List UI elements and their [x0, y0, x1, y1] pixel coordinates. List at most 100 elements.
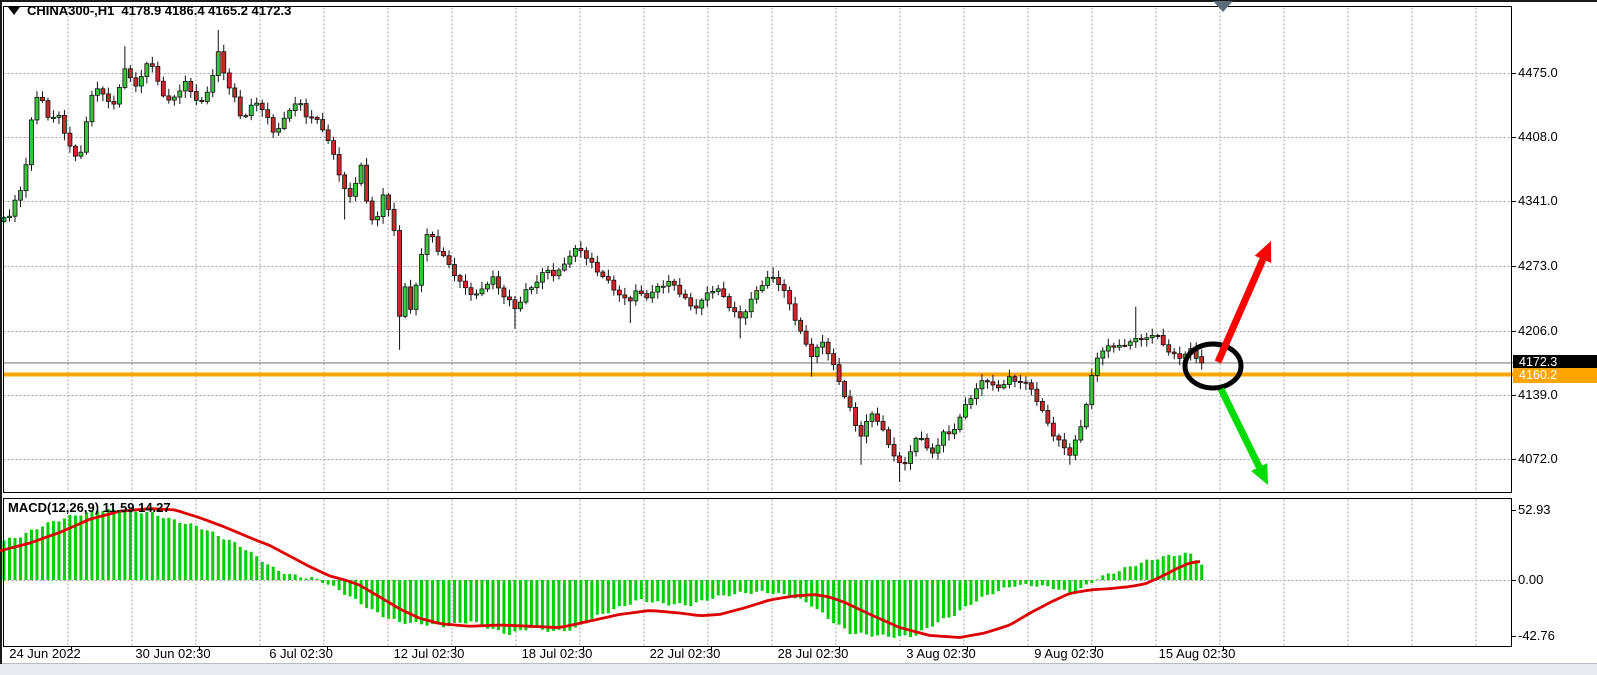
macd-histogram-bar — [40, 526, 44, 580]
candle-up — [479, 288, 485, 295]
candle-up — [1094, 357, 1100, 376]
macd-indicator-label: MACD(12,26,9) 11.59 14.27 — [8, 500, 171, 515]
candle-down — [809, 343, 815, 358]
candle-up — [292, 103, 298, 111]
macd-histogram-bar — [870, 580, 874, 637]
macd-histogram-bar — [134, 511, 138, 580]
candle-down — [265, 109, 271, 118]
macd-histogram-bar — [95, 511, 99, 580]
macd-histogram-bar — [1106, 573, 1110, 580]
macd-histogram-bar — [711, 580, 715, 599]
macd-histogram-bar — [848, 580, 852, 635]
macd-histogram-bar — [123, 511, 127, 580]
candle-up — [215, 51, 221, 76]
candle-up — [243, 115, 249, 118]
candle-down — [682, 293, 688, 299]
macd-histogram-bar — [277, 570, 281, 580]
macd-histogram-bar — [414, 580, 418, 622]
macd-histogram-bar — [57, 521, 61, 580]
macd-histogram-bar — [68, 515, 72, 580]
macd-histogram-bar — [793, 580, 797, 599]
macd-histogram-bar — [189, 523, 193, 580]
macd-signal-line — [0, 507, 1201, 639]
candle-down — [551, 269, 556, 277]
candle-up — [979, 380, 985, 390]
macd-histogram-bar — [909, 580, 913, 638]
price-tick-label: 4408.0 — [1518, 129, 1558, 144]
candle-up — [748, 298, 754, 313]
macd-histogram-bar — [365, 580, 369, 609]
macd-histogram-bar — [573, 580, 577, 628]
macd-histogram-bar — [1062, 580, 1066, 590]
candle-down — [463, 280, 468, 289]
candle-down — [320, 119, 326, 131]
candle-up — [358, 164, 364, 184]
candle-down — [721, 288, 727, 297]
macd-histogram-bar — [782, 580, 786, 595]
macd-histogram-bar — [672, 580, 676, 605]
macd-histogram-bar — [969, 580, 973, 605]
macd-histogram-bar — [288, 573, 292, 580]
price-tick-label: 4072.0 — [1518, 451, 1558, 466]
candle-up — [1072, 439, 1078, 456]
time-tick-label: 22 Jul 02:30 — [649, 646, 721, 661]
macd-pane-frame — [3, 498, 1512, 647]
price-pane-frame — [3, 6, 1512, 493]
candle-down — [303, 103, 309, 118]
candle-down — [1138, 338, 1144, 341]
candle-up — [660, 285, 666, 288]
candle-down — [67, 132, 73, 147]
macd-histogram-bar — [84, 512, 88, 580]
candle-down — [62, 114, 67, 134]
candle-down — [1155, 334, 1161, 337]
candle-up — [248, 104, 254, 117]
macd-histogram-bar — [7, 537, 11, 580]
macd-histogram-bar — [919, 580, 923, 631]
candle-up — [1007, 376, 1012, 385]
macd-histogram-bar — [150, 511, 154, 580]
macd-histogram-bar — [1156, 559, 1160, 580]
candle-up — [490, 276, 496, 285]
candle-up — [116, 87, 122, 105]
macd-histogram-bar — [1051, 580, 1055, 590]
candle-down — [336, 153, 342, 176]
macd-histogram-bar — [233, 542, 237, 580]
macd-histogram-bar — [551, 580, 555, 631]
macd-histogram-bar — [112, 509, 116, 580]
candle-down — [496, 276, 501, 289]
macd-histogram-bar — [755, 580, 759, 592]
time-tick-label: 9 Aug 02:30 — [1034, 646, 1104, 661]
candle-down — [259, 102, 265, 111]
macd-histogram-bar — [271, 566, 275, 580]
macd-histogram-bar — [766, 580, 770, 594]
macd-histogram-bar — [62, 518, 66, 580]
macd-histogram-bar — [832, 580, 836, 624]
macd-histogram-bar — [590, 580, 594, 620]
candle-down — [1023, 381, 1029, 384]
time-tick-label: 12 Jul 02:30 — [393, 646, 465, 661]
macd-histogram-bar — [178, 522, 182, 580]
candle-down — [226, 72, 232, 89]
candle-up — [540, 272, 545, 283]
candle-up — [177, 90, 183, 98]
price-tick-label: 4273.0 — [1518, 258, 1558, 273]
candle-down — [693, 305, 699, 309]
candle-down — [605, 276, 611, 281]
candle-down — [1122, 344, 1128, 347]
price-tick-label: 4139.0 — [1518, 387, 1558, 402]
candle-up — [89, 94, 95, 123]
macd-histogram-bar — [650, 580, 654, 603]
macd-histogram-bar — [540, 580, 544, 630]
macd-histogram-bar — [974, 580, 978, 602]
macd-histogram-bar — [876, 580, 880, 636]
symbol-dropdown-icon[interactable] — [8, 6, 20, 15]
macd-histogram-bar — [337, 580, 341, 591]
macd-histogram-bar — [903, 580, 907, 636]
macd-histogram-bar — [1046, 580, 1050, 587]
candle-down — [985, 380, 990, 383]
candle-up — [413, 284, 419, 310]
macd-histogram-bar — [716, 580, 720, 596]
macd-histogram-bar — [139, 513, 143, 580]
macd-histogram-bar — [524, 580, 528, 631]
